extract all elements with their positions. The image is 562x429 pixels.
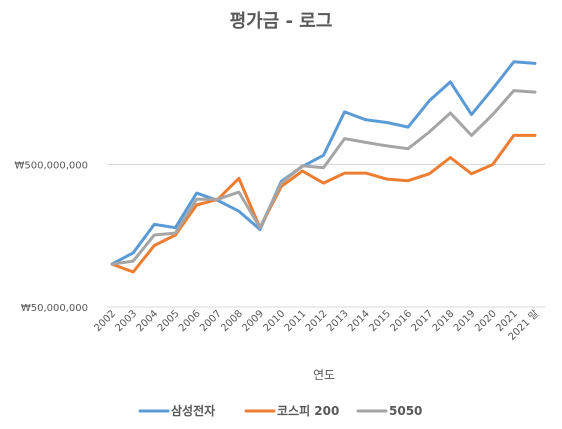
x-tick-label: 2014 [346,308,372,334]
y-tick-label: ₩50,000,000 [21,303,88,314]
x-tick-label: 2004 [135,308,161,334]
x-tick-label: 2012 [304,308,330,334]
x-tick-label: 2010 [262,308,288,334]
x-tick-label: 2017 [410,308,436,334]
series-line-3 [110,89,537,266]
x-axis-label: 연도 [313,368,335,382]
x-tick-label: 2007 [198,308,224,334]
legend: 삼성전자 코스피 200 5050 [138,403,422,418]
x-tick-label: 2002 [92,308,118,334]
x-tick-label: 2008 [219,308,245,334]
x-tick-label: 2011 [283,308,309,334]
x-tick-label: 2005 [156,308,182,334]
x-axis-ticks: 2002200320042005200620072008200920102011… [92,308,541,343]
y-axis-ticks: ₩50,000,000 ₩500,000,000 [14,161,88,315]
x-tick-label: 2018 [431,308,457,334]
series-line-1 [110,60,537,266]
x-tick-label: 2015 [367,308,393,334]
y-tick-label: ₩500,000,000 [14,161,88,172]
legend-label: 삼성전자 [171,403,215,418]
legend-label: 5050 [389,404,422,418]
legend-label: 코스피 200 [277,403,339,418]
chart-title: 평가금 - 로그 [230,11,333,32]
x-tick-label: 2009 [240,308,266,334]
x-tick-label: 2003 [113,308,139,334]
x-tick-label: 2020 [473,308,499,334]
x-tick-label: 2013 [325,308,351,334]
series-group [110,60,537,274]
x-tick-label: 2019 [452,308,478,334]
x-tick-label: 2016 [388,308,414,334]
series-line-2 [110,133,537,274]
x-tick-label: 2006 [177,308,203,334]
